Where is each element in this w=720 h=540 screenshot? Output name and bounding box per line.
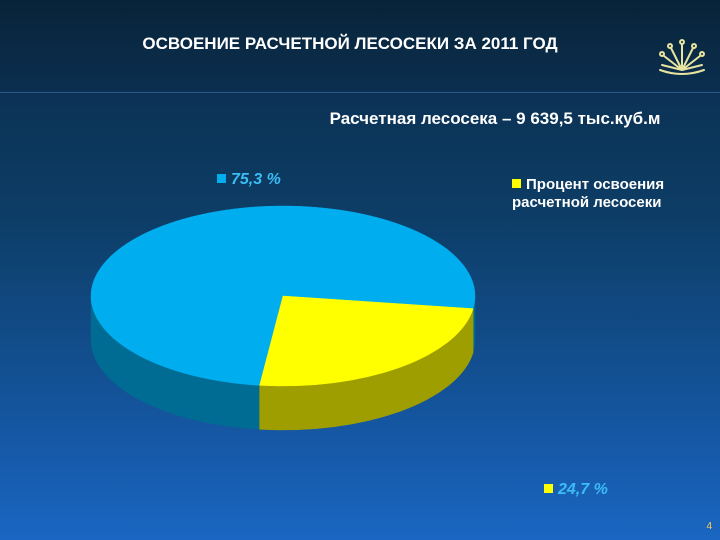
title: ОСВОЕНИЕ РАСЧЕТНОЙ ЛЕСОСЕКИ ЗА 2011 ГОД bbox=[142, 34, 558, 53]
slice bbox=[259, 295, 474, 387]
slice bbox=[90, 205, 476, 386]
legend: Процент освоения расчетной лесосеки bbox=[512, 176, 702, 212]
page-number: 4 bbox=[706, 521, 712, 532]
value-label-text: 24,7 % bbox=[558, 481, 608, 498]
legend-label: Процент освоения расчетной лесосеки bbox=[512, 176, 665, 211]
subtitle: Расчетная лесосека – 9 639,5 тыс.куб.м bbox=[329, 109, 661, 128]
label-swatch bbox=[217, 174, 226, 183]
header-band bbox=[0, 0, 720, 93]
logo bbox=[659, 39, 705, 75]
label-swatch bbox=[544, 484, 553, 493]
value-label: 24,7 % bbox=[544, 481, 608, 499]
value-label-text: 75,3 % bbox=[231, 171, 281, 188]
legend-swatch bbox=[512, 179, 521, 188]
value-label: 75,3 % bbox=[217, 171, 281, 189]
